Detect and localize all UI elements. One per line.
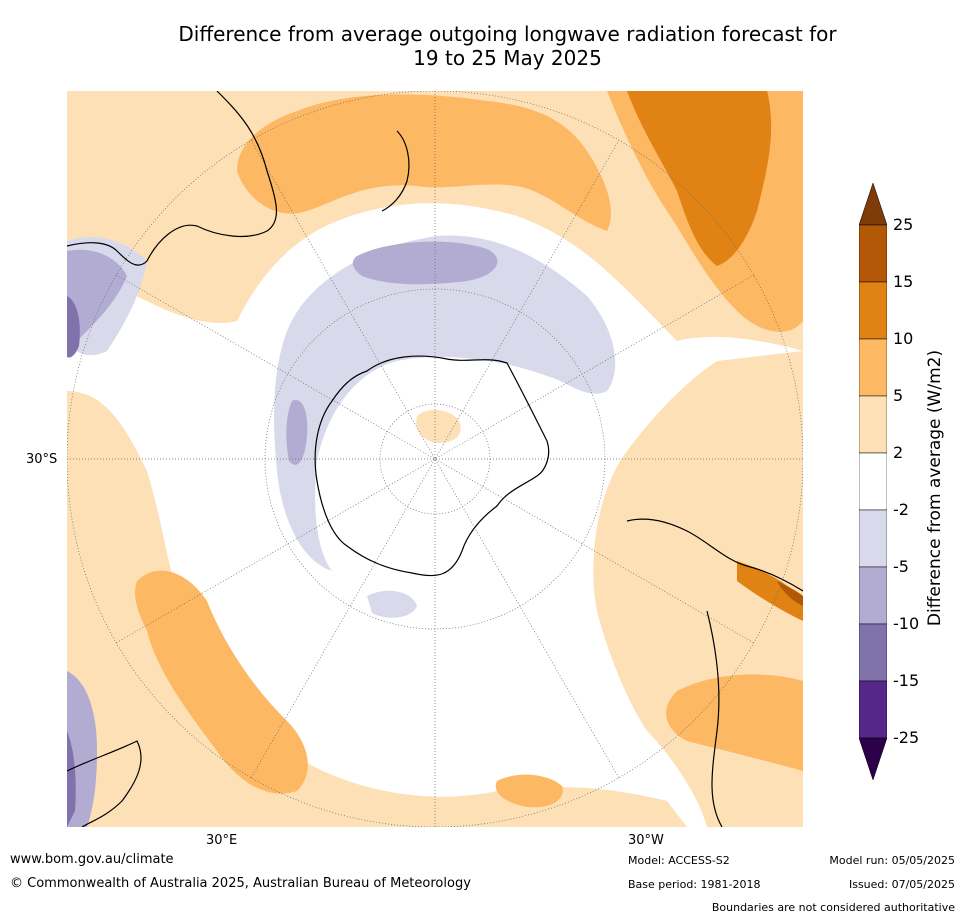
polar-map [67,91,803,827]
australia-coastline [67,91,278,266]
colorbar-tick: 5 [893,386,904,405]
colorbar [858,182,888,783]
colorbar-extend-top [858,182,888,226]
graticule [67,91,803,827]
colorbar-extend-bottom [858,737,888,781]
copyright-text: © Commonwealth of Australia 2025, Austra… [10,876,471,891]
colorbar-tick: -2 [893,500,909,519]
colorbar-bin-m25-m15 [858,680,888,739]
anomaly-5-10-southwest [135,570,308,794]
chart-title: Difference from average outgoing longwav… [60,22,955,70]
base-period: Base period: 1981-2018 [628,878,761,891]
anomaly-10-15-northeast [627,91,772,266]
colorbar-tick: 2 [893,443,904,462]
south-america-coastline [626,518,803,827]
coastlines [67,91,803,827]
new-zealand-coastline [381,130,410,212]
anomaly-m5-m10-west [67,249,127,346]
model-run-date: Model run: 05/05/2025 [829,854,955,867]
anomaly-m5-m10-north [352,241,498,285]
colorbar-tick: 25 [893,215,914,234]
anomaly-m2-m5-ring [274,235,616,571]
colorbar-tick: -10 [893,614,920,633]
anomaly-15-25 [777,581,803,606]
colorbar-tick: -5 [893,557,909,576]
anomaly-5-10-north [237,94,611,231]
colorbar-tick: -15 [893,671,920,690]
map-svg [67,91,803,827]
lon-label-30w: 30°W [628,833,664,848]
colorbar-title: Difference from average (W/m2) [925,349,945,627]
lon-label-30e: 30°E [206,833,238,848]
colorbar-bin-10-15 [858,281,888,340]
colorbar-bin-m10-m5 [858,566,888,625]
colorbar-bin-5-10 [858,338,888,397]
colorbar-bin-15-25 [858,224,888,283]
colorbar-tick: 10 [893,329,914,348]
disclaimer-text: Boundaries are not considered authoritat… [711,901,955,914]
colorbar-tick: -25 [893,728,920,747]
colorbar-svg [858,182,888,781]
colorbar-bin-m5-m2 [858,509,888,568]
anomaly-5-10-small [495,774,563,808]
anomaly-m2-m5-south-patch [367,590,417,618]
anomaly-m10-m15-west [67,296,80,358]
colorbar-bin-m15-m10 [858,623,888,682]
anomaly-2-5-antarctic [416,409,461,443]
colorbar-bin-m2-2 [858,452,888,511]
colorbar-bin-2-5 [858,395,888,454]
issued-date: Issued: 07/05/2025 [848,878,955,891]
model-name: Model: ACCESS-S2 [628,854,730,867]
anomaly-m5-m10-antarctic [286,400,308,465]
africa-coastline [67,740,142,827]
antarctica-coastline [314,355,550,577]
anomaly-10-15-east [737,561,803,621]
anomaly-m10-m15-southwest [67,731,76,827]
anomaly-fields [67,91,803,827]
title-line-2: 19 to 25 May 2025 [413,46,602,70]
colorbar-tick: 15 [893,272,914,291]
title-line-1: Difference from average outgoing longwav… [178,22,837,46]
lat-label-30s: 30°S [26,452,58,467]
website-link[interactable]: www.bom.gov.au/climate [10,852,174,867]
anomaly-5-10-southeast [666,674,803,771]
